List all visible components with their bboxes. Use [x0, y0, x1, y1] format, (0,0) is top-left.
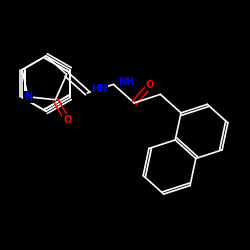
Text: N: N [24, 92, 32, 102]
Text: HN: HN [92, 84, 108, 94]
Text: NH: NH [118, 77, 134, 87]
Text: O: O [63, 115, 71, 125]
Text: O: O [146, 80, 154, 90]
